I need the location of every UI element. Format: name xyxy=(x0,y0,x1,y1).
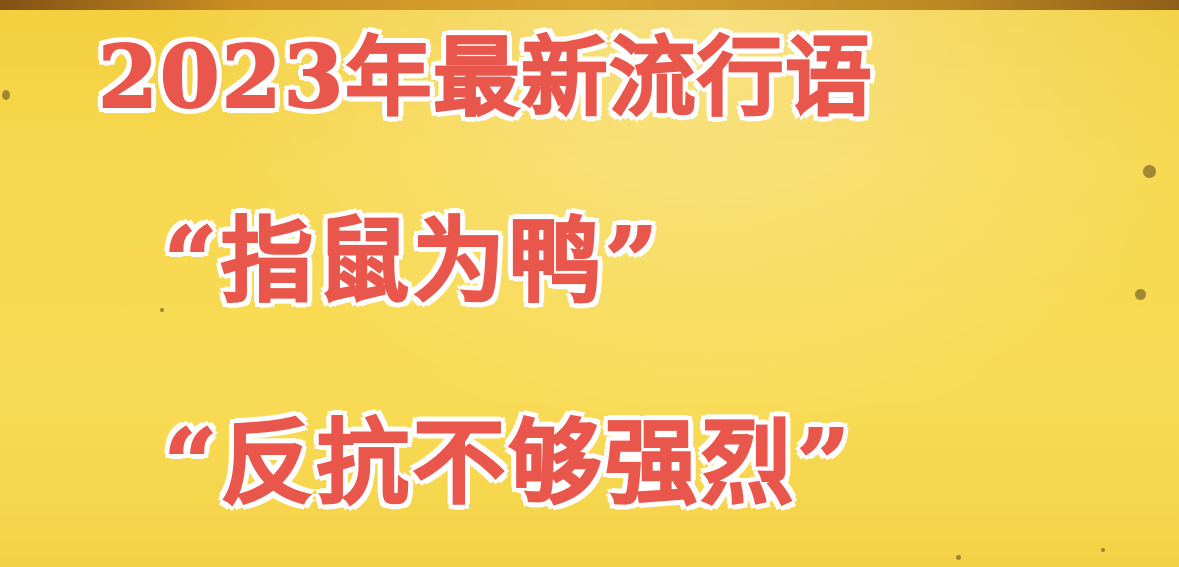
background-speck xyxy=(1101,548,1105,552)
top-decorative-strip xyxy=(0,0,1179,10)
phrase-1-text: “指鼠为鸭” xyxy=(163,206,662,316)
background-speck xyxy=(2,90,10,100)
background-speck xyxy=(1135,289,1146,300)
phrase-2-text: “反抗不够强烈” xyxy=(163,408,854,518)
background-speck xyxy=(956,555,961,560)
background-speck xyxy=(160,308,164,312)
title-text: 2023年最新流行语 xyxy=(97,27,874,129)
background-speck xyxy=(1143,165,1156,178)
